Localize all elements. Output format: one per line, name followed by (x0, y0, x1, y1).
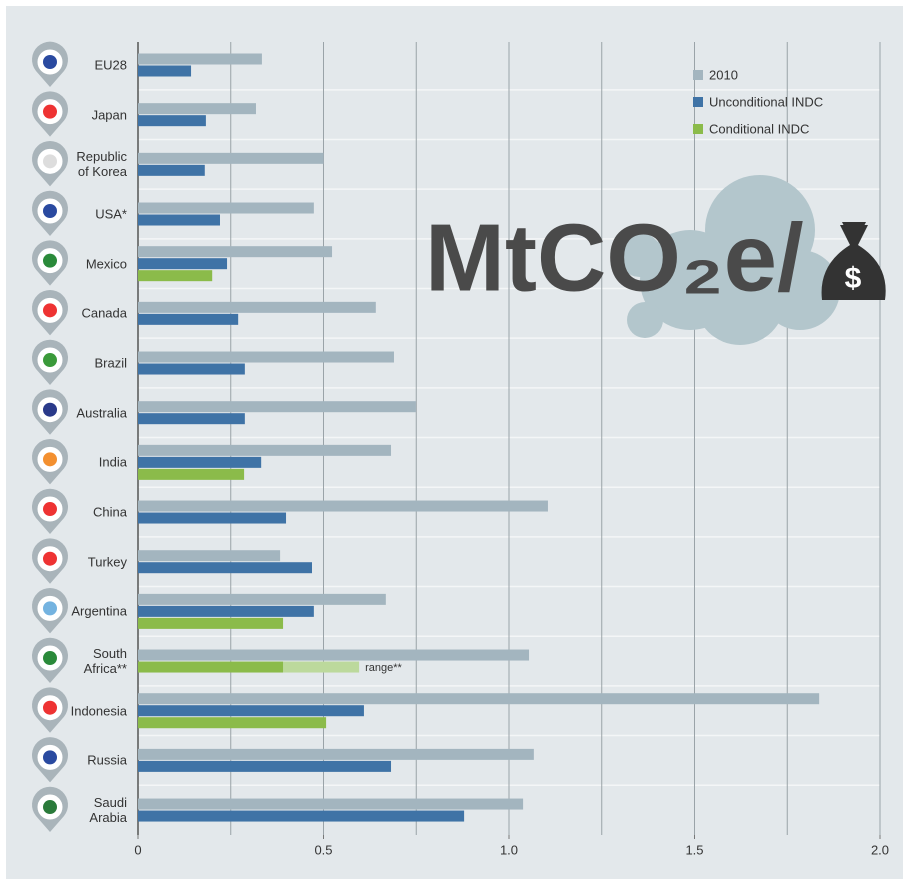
bar (138, 103, 256, 115)
flag-color (43, 204, 57, 219)
category-label: Australia (76, 405, 127, 421)
category-label: USA* (95, 206, 127, 222)
legend-label: Unconditional INDC (709, 94, 823, 109)
x-tick-label: 2.0 (871, 842, 889, 857)
legend-label: Conditional INDC (709, 121, 809, 136)
background (6, 6, 903, 879)
x-tick-label: 1.5 (685, 842, 703, 857)
bar (138, 562, 312, 574)
flag-color (43, 402, 57, 417)
bar (138, 413, 245, 425)
bar (138, 468, 245, 480)
x-tick-label: 1.0 (500, 842, 518, 857)
bar (138, 760, 392, 772)
bar (138, 258, 228, 270)
bar (138, 748, 534, 760)
bar (138, 246, 333, 258)
range-label: range** (365, 662, 402, 674)
flag-color (43, 601, 57, 616)
flag-color (43, 800, 57, 815)
money-bag (821, 222, 886, 300)
bar (138, 115, 206, 127)
category-label: Indonesia (70, 703, 127, 719)
bar (138, 593, 386, 605)
cloud (618, 175, 840, 345)
bar (138, 810, 465, 822)
bar (138, 301, 376, 313)
flag-color (43, 55, 57, 69)
money-bag-symbol: $ (845, 262, 862, 295)
bar (138, 456, 262, 468)
bar (138, 693, 820, 705)
bar (138, 444, 392, 456)
legend-label: 2010 (709, 67, 738, 82)
bar (138, 152, 324, 164)
bar (138, 214, 220, 226)
range-bar (283, 661, 360, 673)
flag-color (43, 353, 57, 368)
flag-color (43, 502, 57, 517)
legend-swatch (693, 70, 703, 80)
bar (138, 661, 284, 673)
category-label: India (98, 454, 127, 470)
bar (138, 53, 262, 65)
bar (138, 798, 524, 810)
bar (138, 512, 287, 524)
category-label: Republic of Korea (76, 149, 127, 180)
bar (138, 550, 281, 562)
flag-color (43, 651, 57, 666)
bar (138, 401, 416, 413)
bar (138, 65, 192, 77)
category-label: Argentina (71, 603, 127, 619)
bar (138, 649, 530, 661)
bar (138, 351, 394, 363)
category-label: Brazil (94, 355, 127, 371)
flag-color (43, 700, 57, 715)
bar (138, 202, 314, 214)
flag-color (43, 303, 57, 318)
category-label: EU28 (94, 57, 127, 73)
unit-text: MtCO₂e/ (425, 204, 804, 311)
flag-color (43, 452, 57, 467)
category-label: Mexico (85, 256, 127, 272)
category-label: China (93, 504, 127, 520)
bar (138, 500, 548, 512)
flag-color (43, 253, 57, 268)
legend-swatch (693, 124, 703, 134)
category-label: Canada (81, 305, 127, 321)
x-tick-label: 0 (134, 842, 141, 857)
legend-swatch (693, 97, 703, 107)
bar (138, 617, 284, 629)
bar (138, 717, 327, 729)
flag-color (43, 154, 57, 169)
flag-color (43, 750, 57, 765)
category-label: Saudi Arabia (89, 795, 127, 826)
bar (138, 313, 239, 325)
bar (138, 605, 314, 617)
bar (138, 164, 205, 176)
bar (138, 705, 364, 717)
category-label: Turkey (87, 554, 127, 570)
flag-color (43, 104, 57, 119)
bar (138, 270, 213, 282)
category-label: South Africa** (83, 646, 127, 677)
bar (138, 363, 245, 375)
x-tick-label: 0.5 (314, 842, 332, 857)
category-label: Russia (87, 752, 127, 768)
flag-color (43, 551, 57, 566)
category-label: Japan (91, 107, 127, 123)
